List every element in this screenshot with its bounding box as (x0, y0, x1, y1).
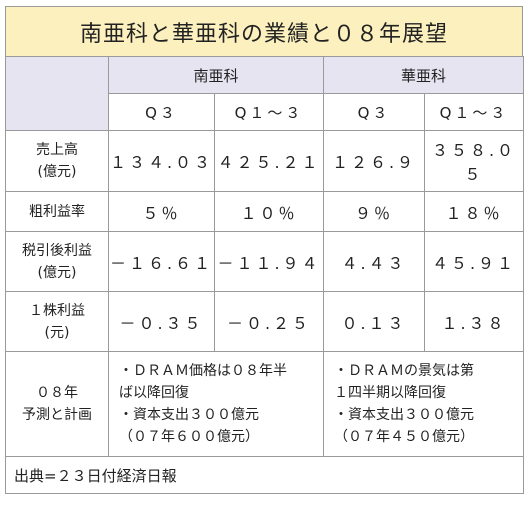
value-cell: ４５.９１ (424, 231, 525, 292)
value-cell: ３５８.０５ (424, 130, 525, 192)
value-cell: １３４.０３ (108, 130, 215, 192)
value-cell: －０.３５ (108, 291, 215, 352)
plan-row: ０８年 予測と計画 ・ＤＲＡＭ価格は０８年半 ば以降回復 ・資本支出３００億元 （… (5, 351, 525, 457)
table-row: 粗利益率 ５％ １０％ ９％ １８％ (5, 191, 525, 232)
row-label: ０８年 予測と計画 (5, 351, 109, 457)
value-cell: ５％ (108, 191, 215, 232)
value-cell: １８％ (424, 191, 525, 232)
earnings-table: 南亜科 華亜科 Q３ Q１～３ Q３ Q１～３ 売上高 (億元) １３４.０３ ４… (4, 56, 525, 494)
row-label: 粗利益率 (5, 191, 109, 232)
table-row: １株利益 (元) －０.３５ －０.２５ ０.１３ １.３８ (5, 291, 525, 352)
table-title: 南亜科と華亜科の業績と０８年展望 (5, 6, 523, 57)
company-header-inotera: 華亜科 (323, 56, 525, 94)
value-cell: －１１.９４ (213, 231, 325, 292)
value-cell: １２６.９ (323, 130, 426, 192)
value-cell: １.３８ (424, 291, 525, 352)
value-cell: －０.２５ (213, 291, 325, 352)
period-header: Q３ (108, 93, 215, 131)
value-cell: ９％ (323, 191, 426, 232)
value-cell: １０％ (213, 191, 325, 232)
earnings-table-container: 南亜科と華亜科の業績と０８年展望 南亜科 華亜科 Q３ Q１～３ Q３ Q１～３… (4, 6, 525, 494)
period-header: Q１～３ (424, 93, 525, 131)
table-row: 売上高 (億元) １３４.０３ ４２５.２１ １２６.９ ３５８.０５ (5, 130, 525, 192)
row-label: １株利益 (元) (5, 291, 109, 352)
period-header-row: Q３ Q１～３ Q３ Q１～３ (6, 93, 525, 131)
source-note: 出典=２３日付経済日報 (4, 456, 525, 494)
period-header: Q３ (323, 93, 426, 131)
company-header-row: 南亜科 華亜科 (5, 56, 525, 131)
value-cell: ４２５.２１ (213, 130, 325, 192)
table-row: 税引後利益 (億元) －１６.６１ －１１.９４ ４.４３ ４５.９１ (5, 231, 525, 292)
company-header-nanya: 南亜科 (107, 56, 325, 94)
plan-inotera: ・ＤＲＡＭの景気は第 １四半期以降回復 ・資本支出３００億元 （０７年４５０億元… (323, 351, 525, 457)
corner-cell (5, 56, 109, 131)
plan-nanya: ・ＤＲＡＭ価格は０８年半 ば以降回復 ・資本支出３００億元 （０７年６００億元） (107, 351, 325, 457)
value-cell: ４.４３ (323, 231, 426, 292)
value-cell: －１６.６１ (108, 231, 215, 292)
row-label: 税引後利益 (億元) (5, 231, 109, 292)
row-label: 売上高 (億元) (5, 130, 109, 192)
source-row: 出典=２３日付経済日報 (4, 456, 525, 494)
period-header: Q１～３ (213, 93, 325, 131)
value-cell: ０.１３ (323, 291, 426, 352)
